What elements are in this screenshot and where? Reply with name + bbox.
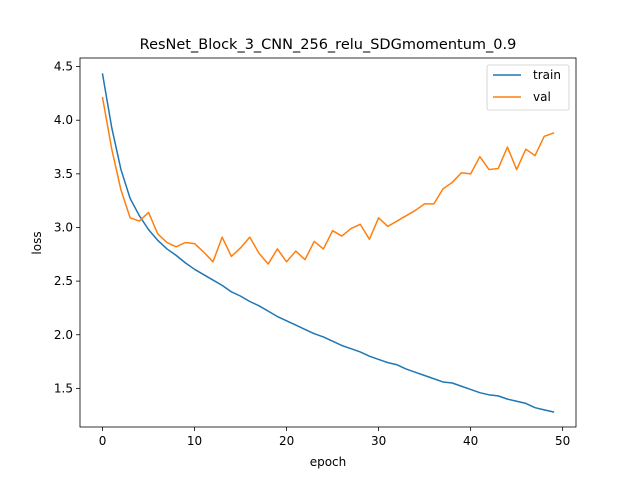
x-axis-label: epoch: [310, 455, 347, 469]
y-tick-label: 4.0: [54, 113, 73, 127]
axes-frame: [79, 57, 577, 428]
x-tick-label: 30: [371, 434, 386, 448]
y-tick-label: 1.5: [54, 381, 73, 395]
x-tick-label: 40: [463, 434, 478, 448]
series-line-val: [101, 96, 555, 265]
y-axis: 1.5 2.0 2.5 3.0 3.5 4.0 4.5: [54, 60, 80, 395]
x-axis: 0 10 20 30 40 50: [99, 427, 570, 448]
x-tick-label: 50: [555, 434, 570, 448]
y-axis-label: loss: [30, 231, 44, 254]
y-tick-label: 3.5: [54, 167, 73, 181]
series-line-train: [101, 73, 555, 413]
y-tick-label: 2.0: [54, 328, 73, 342]
legend: train val: [486, 64, 570, 111]
y-tick-label: 4.5: [54, 60, 73, 74]
series-group: [101, 73, 555, 413]
y-tick-label: 3.0: [54, 220, 73, 234]
chart-title: ResNet_Block_3_CNN_256_relu_SDGmomentum_…: [140, 37, 517, 53]
legend-label-train: train: [533, 68, 561, 82]
legend-box: [486, 64, 570, 111]
x-tick-label: 0: [99, 434, 107, 448]
x-tick-label: 20: [279, 434, 294, 448]
legend-label-val: val: [533, 90, 551, 104]
y-tick-label: 2.5: [54, 274, 73, 288]
x-tick-label: 10: [187, 434, 202, 448]
